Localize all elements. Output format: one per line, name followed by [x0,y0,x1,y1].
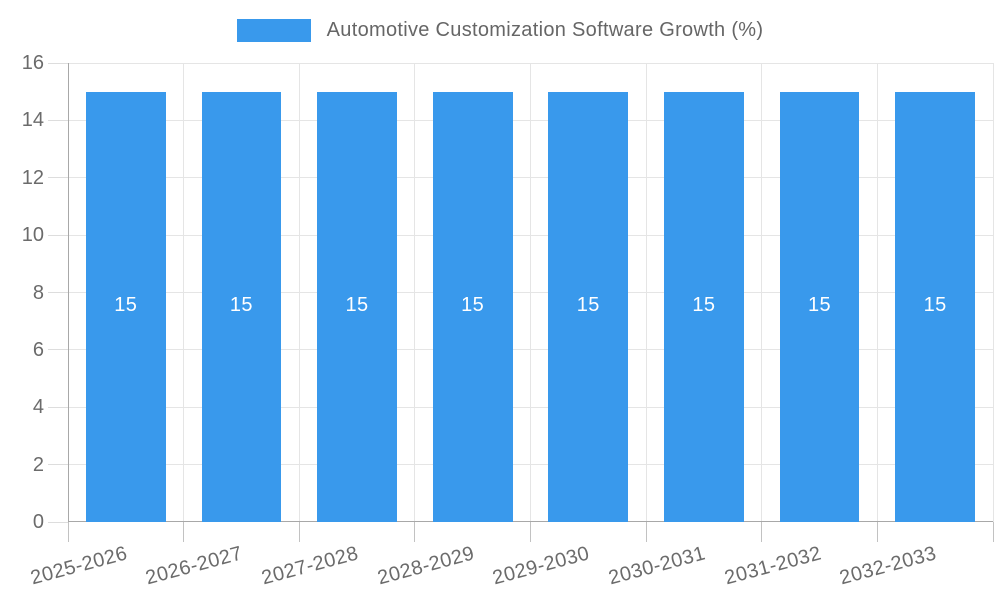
bar-value-label: 15 [923,293,947,316]
bar-value-label: 15 [461,293,485,316]
bar: 15 [548,91,629,522]
plot-area [68,63,993,522]
y-axis-tick [48,292,68,293]
x-axis-tick [67,522,69,542]
y-axis-tick [48,521,68,523]
y-axis-tick [48,119,68,121]
y-tick-label: 0 [32,511,44,533]
bar: 15 [201,91,282,522]
y-tick-label: 6 [32,338,44,361]
v-gridline [645,63,647,522]
v-gridline [183,63,185,522]
y-tick-label: 14 [21,109,44,132]
v-gridline [876,63,878,522]
v-gridline [414,63,416,522]
y-tick-label: 4 [32,396,44,419]
v-gridline [761,63,763,522]
y-axis-tick [48,406,68,408]
y-tick-label: 10 [21,224,44,247]
y-tick-label: 16 [21,52,44,74]
bar: 15 [85,91,166,522]
bar-value-label: 15 [345,293,369,316]
bar-value-label: 15 [114,293,138,316]
y-axis-tick [48,349,68,351]
bar: 15 [895,91,976,522]
v-gridline [298,63,300,522]
bar: 15 [779,91,860,522]
legend-label: Automotive Customization Software Growth… [326,18,764,41]
bar: 15 [664,91,744,522]
y-axis-tick [48,62,68,64]
y-axis-tick [48,464,68,466]
y-tick-label: 12 [21,166,44,189]
x-axis-tick [183,522,185,542]
bar-value-label: 15 [229,293,254,316]
x-axis-tick [761,522,763,542]
x-axis-tick [876,522,878,542]
x-axis-tick [992,522,994,542]
y-tick-label: 8 [32,281,44,304]
v-gridline [530,63,531,522]
y-tick-label: 2 [32,453,44,476]
y-axis-tick [48,177,68,179]
x-axis-tick [645,522,647,542]
x-axis-tick [414,522,416,542]
bar-value-label: 15 [692,293,716,316]
x-axis-tick [530,522,531,542]
bar: 15 [317,91,397,522]
bar-value-label: 15 [576,293,600,316]
chart-legend-item[interactable]: Automotive Customization Software Growth… [0,14,1000,46]
bar: 15 [432,91,513,522]
legend-color-swatch [236,18,311,42]
bar-value-label: 15 [807,293,832,316]
x-axis-tick [298,522,300,542]
v-gridline [992,63,994,522]
y-axis-tick [48,234,68,236]
